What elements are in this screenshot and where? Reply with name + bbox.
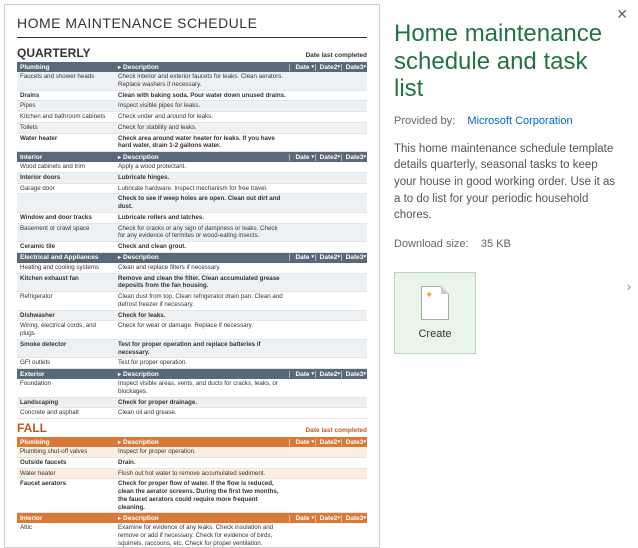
section-header: InteriorDescriptionDateDate2Date3 bbox=[17, 152, 367, 162]
template-preview: HOME MAINTENANCE SCHEDULE QUARTERLYDate … bbox=[4, 4, 380, 548]
table-row: Kitchen and bathroom cabinetsCheck under… bbox=[17, 112, 367, 123]
table-row: Heating and cooling systemsClean and rep… bbox=[17, 263, 367, 274]
section-header: PlumbingDescriptionDateDate2Date3 bbox=[17, 437, 367, 447]
download-size: Download size: 35 KB bbox=[394, 238, 620, 250]
table-row: Smoke detectorTest for proper operation … bbox=[17, 340, 367, 359]
table-row: Basement or crawl spaceCheck for cracks … bbox=[17, 224, 367, 243]
table-row: DishwasherCheck for leaks. bbox=[17, 311, 367, 322]
table-row: RefrigeratorClean dust from top. Clean r… bbox=[17, 292, 367, 311]
table-row: Faucet aeratorsCheck for proper flow of … bbox=[17, 479, 367, 513]
table-row: Wiring, electrical cords, and plugsCheck… bbox=[17, 321, 367, 340]
table-row: AtticExamine for evidence of any leaks. … bbox=[17, 523, 367, 548]
table-row: Kitchen exhaust fanRemove and clean the … bbox=[17, 274, 367, 293]
season-heading: FALLDate last completed bbox=[17, 421, 367, 435]
table-row: Wood cabinets and trimApply a wood prote… bbox=[17, 162, 367, 173]
table-row: FoundationInspect visible areas, vents, … bbox=[17, 379, 367, 398]
table-row: Check to see if weep holes are open. Cle… bbox=[17, 194, 367, 213]
new-document-icon: ✦ bbox=[421, 286, 449, 320]
table-row: LandscapingCheck for proper drainage. bbox=[17, 398, 367, 409]
template-title: Home maintenance schedule and task list bbox=[394, 20, 620, 103]
document-heading: HOME MAINTENANCE SCHEDULE bbox=[17, 15, 367, 31]
next-arrow-icon[interactable]: › bbox=[622, 272, 636, 300]
season-heading: QUARTERLYDate last completed bbox=[17, 46, 367, 60]
heading-underline bbox=[17, 37, 367, 38]
table-row: Interior doorsLubricate hinges. bbox=[17, 173, 367, 184]
template-description: This home maintenance schedule template … bbox=[394, 141, 620, 224]
detail-pane: ✕ Home maintenance schedule and task lis… bbox=[384, 0, 638, 544]
table-row: Window and door tracksLubricate rollers … bbox=[17, 213, 367, 224]
section-header: PlumbingDescriptionDateDate2Date3 bbox=[17, 62, 367, 72]
section-header: ExteriorDescriptionDateDate2Date3 bbox=[17, 369, 367, 379]
table-row: Plumbing shut-off valvesInspect for prop… bbox=[17, 447, 367, 458]
table-row: Ceramic tileCheck and clean grout. bbox=[17, 242, 367, 253]
section-header: Electrical and AppliancesDescriptionDate… bbox=[17, 253, 367, 263]
table-row: Garage doorLubricate hardware. Inspect m… bbox=[17, 184, 367, 195]
table-row: DrainsClean with baking soda. Pour water… bbox=[17, 91, 367, 102]
table-row: Concrete and asphaltClean oil and grease… bbox=[17, 408, 367, 419]
table-row: Water heaterCheck area around water heat… bbox=[17, 134, 367, 153]
table-row: Faucets and shower headsCheck interior a… bbox=[17, 72, 367, 91]
create-button[interactable]: ✦ Create bbox=[394, 272, 476, 354]
section-header: InteriorDescriptionDateDate2Date3 bbox=[17, 513, 367, 523]
create-label: Create bbox=[418, 328, 451, 340]
table-row: PipesInspect visible pipes for leaks. bbox=[17, 101, 367, 112]
provider-link[interactable]: Microsoft Corporation bbox=[467, 115, 572, 127]
table-row: Water heaterFlush out hot water to remov… bbox=[17, 469, 367, 480]
provided-by: Provided by: Microsoft Corporation bbox=[394, 115, 620, 127]
close-button[interactable]: ✕ bbox=[616, 6, 628, 23]
provided-label: Provided by: bbox=[394, 115, 455, 127]
table-row: Outside faucetsDrain. bbox=[17, 458, 367, 469]
table-row: GFI outletsTest for proper operation. bbox=[17, 358, 367, 369]
table-row: ToiletsCheck for stability and leaks. bbox=[17, 123, 367, 134]
